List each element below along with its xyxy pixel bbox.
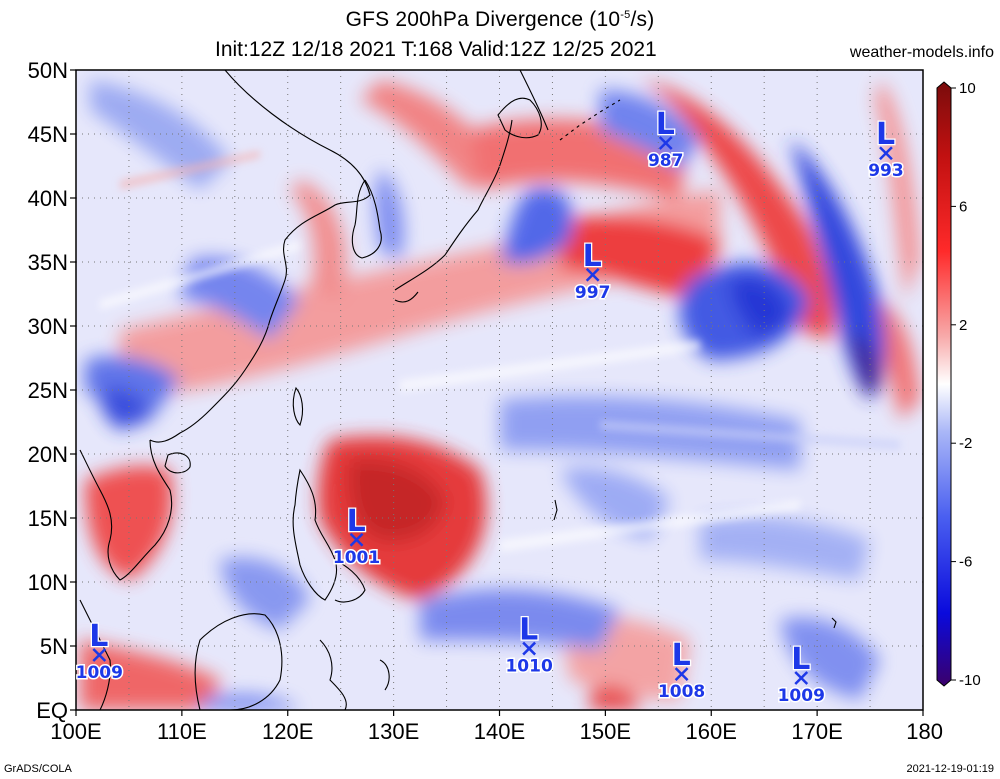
lat-tick-label: 25N [28, 378, 68, 403]
lat-tick-label: 20N [28, 442, 68, 467]
colorbar-tick-label: 10 [959, 80, 976, 97]
low-pressure-center: L 1001 [331, 503, 381, 570]
low-center-cross [879, 146, 893, 161]
lat-tick-label: 40N [28, 186, 68, 211]
low-symbol: L [519, 613, 538, 648]
low-pressure-center: L 1010 [504, 611, 554, 678]
longitude-axis: 100E 110E 120E 130E 140E 150E 160E 170E 180 [50, 710, 943, 744]
low-symbol: L [791, 642, 810, 677]
lat-tick-label: 50N [28, 58, 68, 83]
lon-tick-label: 160E [686, 719, 737, 744]
low-pressure-value: 1010 [505, 657, 552, 677]
chart-title-line2: Init:12Z 12/18 2021 T:168 Valid:12Z 12/2… [215, 38, 657, 61]
lon-tick-label: 130E [368, 719, 419, 744]
colorbar-bar [936, 81, 952, 687]
low-center-cross [794, 671, 809, 685]
latitude-axis: 50N 45N 40N 35N 30N 25N 20N 15N 10N 5N EQ [28, 58, 76, 723]
colorbar-tick-label: 2 [959, 317, 967, 334]
colorbar-labels: 10 6 2 -2 -6 -10 [951, 80, 981, 689]
colorbar-tick-label: -6 [959, 554, 972, 571]
low-pressure-center: L 1008 [656, 637, 706, 704]
low-pressure-center: L 993 [867, 116, 906, 183]
lon-tick-label: 120E [262, 719, 313, 744]
low-center-cross [522, 641, 537, 656]
low-center-cross [92, 648, 107, 662]
low-pressure-markers: L 987 L 993 L 997 L 1001 L 1009 L 1010 L 1008 L 1009 [74, 106, 906, 708]
low-pressure-value: 987 [648, 151, 684, 171]
colorbar: 10 6 2 -2 -6 -10 [936, 80, 981, 689]
footer-timestamp: 2021-12-19-01:19 [906, 763, 994, 775]
low-center-cross [585, 267, 600, 282]
low-pressure-value: 997 [575, 283, 611, 303]
low-symbol: L [672, 638, 691, 673]
lat-tick-label: 15N [28, 506, 68, 531]
title-prefix: GFS 200hPa Divergence (10 [345, 8, 621, 31]
low-symbol: L [656, 107, 675, 142]
low-pressure-value: 993 [868, 161, 904, 181]
low-symbol: L [347, 504, 366, 539]
lat-tick-label: 10N [28, 570, 68, 595]
low-symbol: L [583, 239, 602, 274]
chart-title-line1: GFS 200hPa Divergence (10-5/s) [0, 8, 1000, 32]
lon-tick-label: 100E [50, 719, 101, 744]
low-symbol: L [89, 619, 108, 654]
lat-tick-label: EQ [36, 698, 68, 723]
colorbar-tick-label: -10 [959, 672, 981, 689]
low-pressure-value: 1008 [658, 682, 705, 702]
site-label: weather-models.info [849, 44, 994, 61]
low-center-cross [658, 136, 673, 150]
low-pressure-value: 1001 [333, 548, 380, 568]
colorbar-tick-label: 6 [959, 198, 967, 215]
low-pressure-value: 1009 [76, 663, 123, 683]
lon-tick-label: 150E [580, 719, 631, 744]
lat-tick-label: 30N [28, 314, 68, 339]
coastlines [79, 70, 837, 710]
title-exponent: -5 [620, 9, 631, 21]
lat-tick-label: 5N [40, 634, 68, 659]
footer-software: GrADS/COLA [4, 763, 72, 775]
lat-tick-label: 35N [28, 250, 68, 275]
low-pressure-center: L 1009 [776, 641, 826, 708]
low-center-cross [349, 532, 364, 547]
divergence-field [76, 70, 923, 710]
lon-tick-label: 110E [157, 719, 207, 744]
lat-tick-label: 45N [28, 122, 68, 147]
low-center-cross [674, 667, 689, 682]
title-suffix: /s) [630, 8, 655, 31]
low-pressure-center: L 987 [646, 106, 685, 173]
lon-tick-label: 170E [791, 719, 842, 744]
low-symbol: L [876, 117, 895, 152]
lon-tick-label: 140E [474, 719, 525, 744]
colorbar-tick-label: -2 [959, 435, 972, 452]
low-pressure-center: L 1009 [74, 618, 124, 685]
lon-tick-label: 180 [906, 719, 943, 744]
low-pressure-center: L 997 [573, 238, 612, 305]
low-pressure-value: 1009 [778, 686, 825, 706]
